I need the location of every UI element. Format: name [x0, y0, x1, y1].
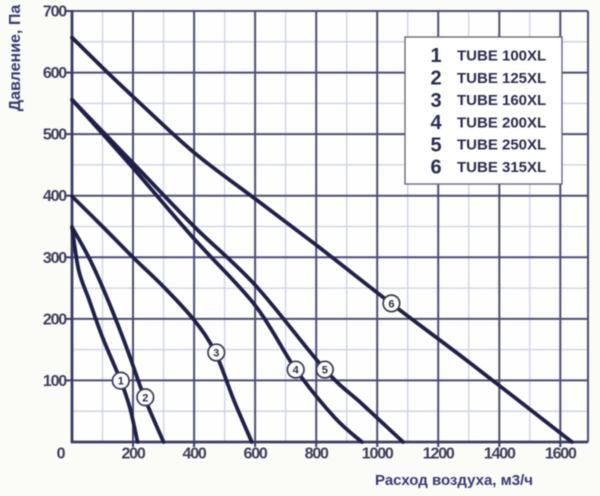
svg-text:700: 700 — [43, 4, 67, 21]
svg-text:6: 6 — [430, 157, 441, 179]
svg-text:6: 6 — [388, 298, 394, 310]
svg-text:4: 4 — [293, 365, 300, 377]
svg-text:TUBE 125XL: TUBE 125XL — [457, 70, 546, 87]
svg-text:TUBE 200XL: TUBE 200XL — [457, 114, 546, 131]
svg-text:300: 300 — [43, 250, 67, 267]
svg-text:400: 400 — [43, 188, 67, 205]
svg-text:2: 2 — [430, 68, 441, 90]
svg-text:TUBE 100XL: TUBE 100XL — [457, 48, 546, 65]
svg-text:5: 5 — [430, 134, 441, 156]
svg-text:500: 500 — [43, 127, 67, 144]
svg-text:200: 200 — [43, 311, 67, 328]
svg-text:1400: 1400 — [484, 446, 516, 463]
svg-text:3: 3 — [430, 90, 441, 112]
svg-text:Давление, Па: Давление, Па — [7, 5, 24, 112]
svg-text:600: 600 — [244, 446, 268, 463]
svg-text:5: 5 — [322, 365, 328, 377]
svg-text:800: 800 — [305, 446, 329, 463]
svg-text:0: 0 — [57, 446, 66, 463]
svg-text:3: 3 — [213, 348, 219, 360]
svg-text:200: 200 — [121, 446, 145, 463]
svg-text:Расход воздуха, м3/ч: Расход воздуха, м3/ч — [375, 472, 533, 489]
svg-text:1: 1 — [430, 45, 441, 67]
svg-text:1: 1 — [118, 376, 124, 388]
svg-text:TUBE 315XL: TUBE 315XL — [457, 159, 546, 176]
svg-text:TUBE 160XL: TUBE 160XL — [457, 92, 546, 109]
svg-text:4: 4 — [430, 112, 442, 134]
svg-text:100: 100 — [43, 373, 67, 390]
svg-text:2: 2 — [142, 392, 148, 404]
svg-text:1000: 1000 — [362, 446, 394, 463]
svg-text:1200: 1200 — [423, 446, 455, 463]
svg-text:600: 600 — [43, 65, 67, 82]
svg-text:TUBE 250XL: TUBE 250XL — [457, 137, 546, 154]
svg-text:1600: 1600 — [545, 446, 577, 463]
svg-text:400: 400 — [183, 446, 207, 463]
